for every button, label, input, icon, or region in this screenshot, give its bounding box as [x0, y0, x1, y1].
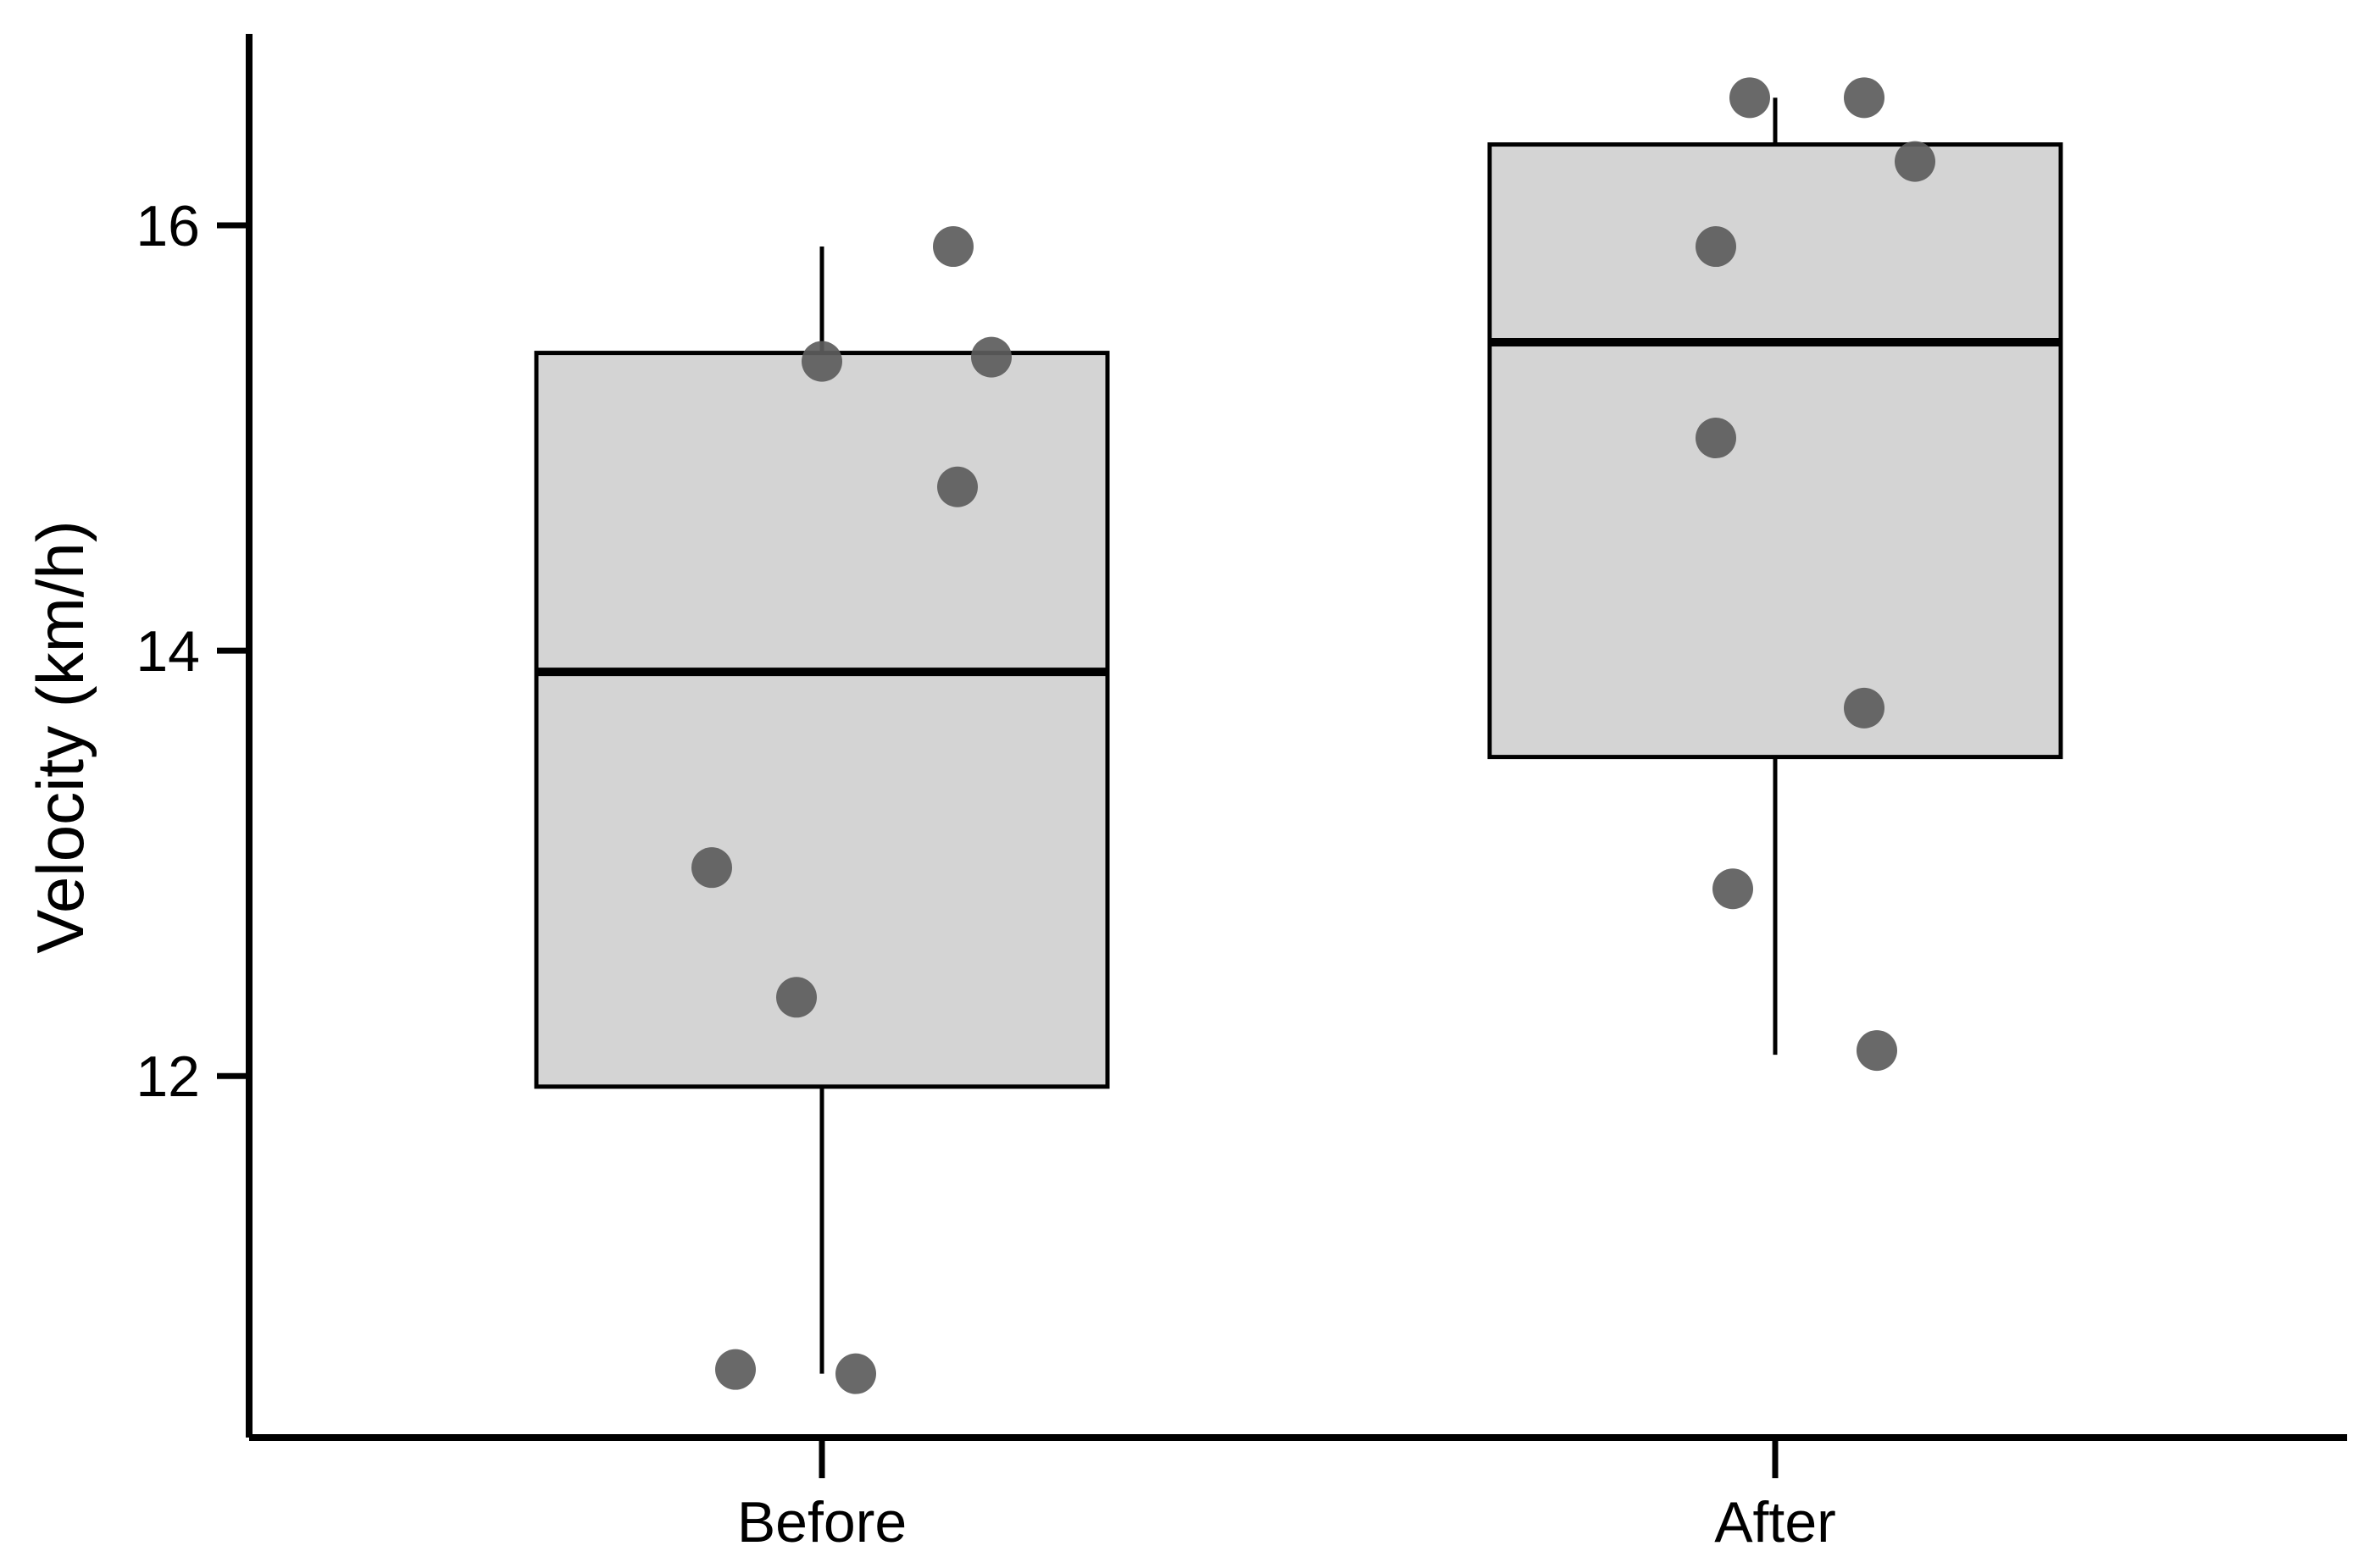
box-group-before	[534, 226, 1110, 1394]
data-point	[1895, 141, 1935, 182]
data-point	[1712, 868, 1753, 910]
data-point	[1857, 1030, 1897, 1072]
iqr-box	[534, 351, 1110, 1089]
data-point	[971, 336, 1012, 378]
y-tick-label: 14	[136, 619, 200, 684]
data-point	[802, 341, 842, 382]
data-point	[691, 847, 732, 889]
data-point	[1844, 687, 1884, 729]
x-tick-label: Before	[737, 1490, 907, 1554]
ticks: 12 14 16 Before After	[136, 194, 1835, 1554]
plot-area	[534, 77, 2063, 1394]
data-point	[937, 466, 978, 507]
data-point	[933, 226, 974, 268]
data-point	[1729, 77, 1770, 119]
data-point	[1844, 77, 1884, 119]
y-tick-label: 12	[136, 1044, 200, 1109]
data-point	[776, 977, 817, 1018]
data-point	[1696, 418, 1736, 459]
box-group-after	[1487, 77, 2063, 1072]
iqr-box	[1487, 142, 2063, 760]
x-tick-label: After	[1714, 1490, 1836, 1554]
y-axis-title: Velocity (km/h)	[23, 520, 97, 953]
data-point	[1696, 226, 1736, 268]
axes	[246, 34, 2347, 1441]
y-tick-label: 16	[136, 194, 200, 258]
data-point	[715, 1349, 756, 1390]
data-point	[835, 1353, 876, 1394]
